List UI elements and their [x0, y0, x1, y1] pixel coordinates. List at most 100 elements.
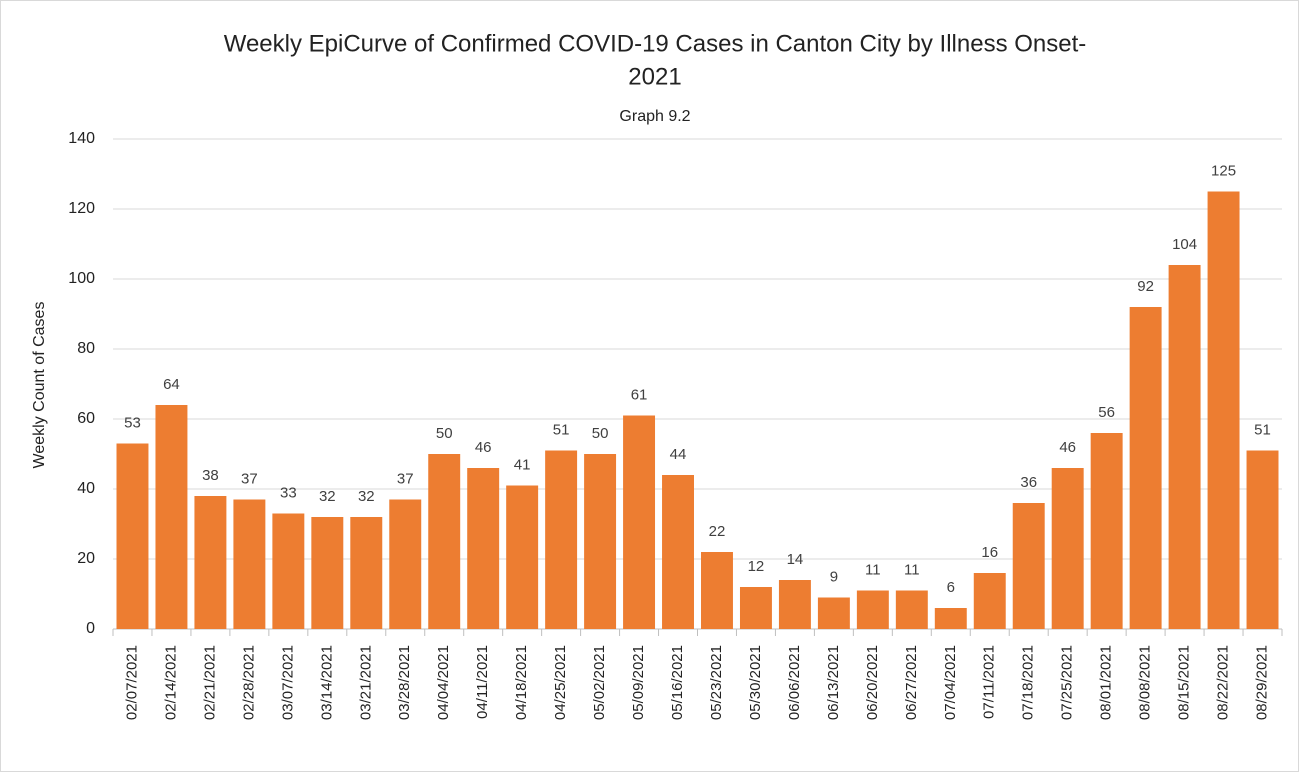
bar: [506, 485, 539, 629]
bar: [856, 590, 889, 629]
bar: [662, 475, 694, 629]
x-tick-label: 08/08/2021: [1137, 645, 1154, 720]
bar: [272, 513, 305, 629]
x-tick-label: 04/25/2021: [552, 645, 569, 720]
bar: [233, 499, 266, 629]
data-label: 33: [280, 484, 297, 501]
bar: [1090, 433, 1123, 629]
y-tick-label: 80: [77, 340, 95, 357]
bar: [389, 499, 422, 629]
data-label: 37: [241, 470, 258, 487]
data-label: 36: [1020, 474, 1037, 491]
data-label: 64: [163, 376, 180, 393]
x-tick-label: 02/28/2021: [240, 645, 257, 720]
y-tick-label: 100: [68, 270, 95, 287]
bar: [467, 468, 500, 629]
data-label: 41: [514, 456, 531, 473]
x-tick-label: 06/20/2021: [864, 645, 881, 720]
data-label: 12: [748, 558, 765, 575]
x-tick-label: 07/11/2021: [981, 645, 998, 719]
bar: [428, 454, 461, 629]
x-tick-label: 04/04/2021: [435, 645, 452, 720]
x-tick-label: 06/27/2021: [903, 645, 920, 720]
bar: [350, 517, 383, 629]
bar: [934, 608, 967, 629]
data-label: 32: [358, 488, 375, 505]
data-label: 46: [1059, 439, 1076, 456]
bar: [311, 517, 344, 629]
data-label: 61: [631, 386, 648, 403]
data-label: 11: [865, 561, 881, 578]
bar: [1129, 307, 1162, 629]
x-tick-label: 07/18/2021: [1020, 645, 1037, 720]
data-label: 50: [592, 425, 609, 442]
data-label: 50: [436, 425, 453, 442]
bar: [895, 590, 928, 629]
x-tick-label: 06/13/2021: [825, 645, 842, 720]
x-tick-label: 02/14/2021: [162, 645, 179, 720]
chart-subtitle: Graph 9.2: [619, 108, 690, 125]
bar: [739, 587, 772, 629]
x-tick-label: 07/25/2021: [1059, 645, 1076, 720]
bar: [1168, 265, 1201, 629]
data-label: 22: [709, 523, 726, 540]
bar: [155, 405, 188, 629]
bar: [1051, 468, 1084, 629]
data-label: 51: [553, 421, 570, 438]
bar: [545, 450, 578, 629]
data-label: 37: [397, 470, 414, 487]
bar: [584, 454, 617, 629]
x-tick-label: 03/14/2021: [318, 645, 335, 720]
x-tick-label: 04/18/2021: [513, 645, 530, 720]
data-label: 16: [981, 544, 998, 561]
x-tick-label: 08/29/2021: [1253, 645, 1270, 720]
data-label: 44: [670, 446, 687, 463]
x-tick-label: 03/21/2021: [357, 645, 374, 720]
y-tick-label: 120: [68, 200, 95, 217]
y-tick-label: 60: [77, 410, 95, 427]
data-label: 51: [1254, 421, 1271, 438]
data-label: 14: [787, 551, 804, 568]
y-tick-label: 20: [77, 550, 95, 567]
x-tick-label: 03/28/2021: [396, 645, 413, 720]
bar: [1012, 503, 1045, 629]
data-label: 6: [947, 579, 955, 596]
data-label: 104: [1172, 236, 1197, 253]
data-label: 32: [319, 488, 336, 505]
y-tick-label: 0: [86, 620, 95, 637]
data-label: 56: [1098, 404, 1115, 421]
x-tick-label: 05/09/2021: [630, 645, 647, 720]
x-tick-label: 06/06/2021: [786, 645, 803, 720]
bar: [1207, 191, 1240, 629]
data-label: 38: [202, 467, 219, 484]
data-label: 125: [1211, 162, 1236, 179]
y-axis-label: Weekly Count of Cases: [31, 302, 48, 469]
bar: [817, 597, 850, 629]
data-label: 46: [475, 439, 492, 456]
bar: [778, 580, 811, 629]
y-tick-label: 140: [68, 130, 95, 147]
x-tick-label: 05/16/2021: [669, 645, 686, 720]
bar: [1246, 450, 1279, 629]
x-tick-label: 08/15/2021: [1176, 645, 1193, 720]
x-tick-label: 08/01/2021: [1098, 645, 1115, 720]
y-tick-label: 40: [77, 480, 95, 497]
bar: [116, 443, 149, 629]
data-label: 92: [1137, 278, 1154, 295]
bar: [973, 573, 1006, 629]
bar: [623, 415, 656, 629]
bar: [701, 552, 733, 629]
chart-title: 2021: [628, 63, 681, 90]
x-tick-label: 02/21/2021: [201, 645, 218, 720]
x-tick-label: 04/11/2021: [474, 645, 491, 719]
data-label: 9: [830, 568, 838, 585]
chart-title: Weekly EpiCurve of Confirmed COVID-19 Ca…: [224, 30, 1087, 57]
x-tick-label: 05/30/2021: [747, 645, 764, 720]
x-tick-label: 07/04/2021: [942, 645, 959, 720]
bar: [194, 496, 227, 629]
x-tick-label: 05/23/2021: [708, 645, 725, 720]
x-tick-label: 02/07/2021: [123, 645, 140, 720]
x-tick-label: 08/22/2021: [1215, 645, 1232, 720]
